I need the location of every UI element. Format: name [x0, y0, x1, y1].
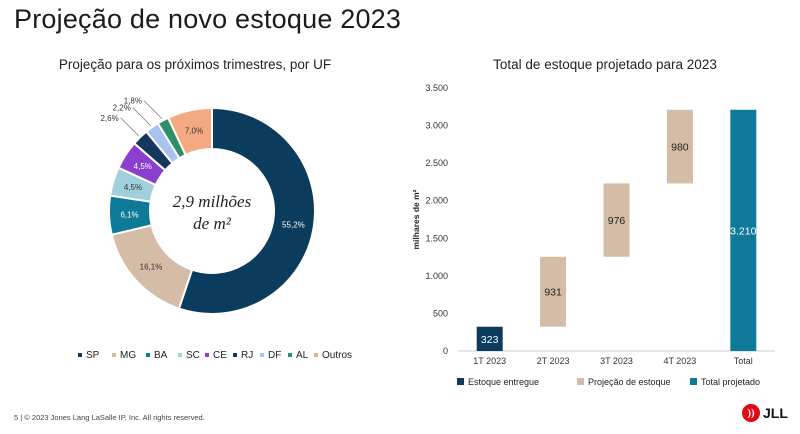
y-tick-label: 0 [443, 346, 448, 356]
donut-center-line1: 2,9 milhões [173, 192, 252, 211]
y-tick-label: 3.500 [425, 83, 448, 93]
bar-value-label: 931 [544, 287, 562, 299]
legend-label-mg: MG [120, 350, 136, 361]
legend-label-ce: CE [213, 350, 227, 361]
slice-label-outros: 7,0% [185, 126, 203, 135]
legend-label-sc: SC [186, 350, 200, 361]
slice-label-al: 1,8% [124, 97, 142, 106]
legend-label-ba: BA [154, 350, 168, 361]
legend-marker-sp [78, 353, 82, 357]
bar-value-label: 976 [608, 215, 626, 227]
slice-label-sp: 55,2% [282, 220, 305, 229]
legend-label-outros: Outros [322, 350, 352, 361]
legend-marker-sc [178, 353, 182, 357]
leader-line-df [133, 108, 151, 126]
y-tick-label: 1.000 [425, 271, 448, 281]
legend-marker-projection [577, 378, 584, 385]
slice-label-rj: 2,6% [100, 114, 118, 123]
jll-logo-text: JLL [763, 405, 788, 421]
slice-label-mg: 16,1% [140, 263, 163, 272]
legend-label-df: DF [268, 350, 281, 361]
donut-center-line2: de m² [193, 214, 232, 233]
leader-line-rj [121, 118, 139, 136]
legend-label-rj: RJ [241, 350, 253, 361]
x-tick-label: 1T 2023 [473, 356, 506, 366]
slice-label-sc: 4,5% [124, 183, 142, 192]
x-tick-label: 3T 2023 [600, 356, 633, 366]
x-tick-label: 4T 2023 [663, 356, 696, 366]
legend-marker-delivered [457, 378, 464, 385]
legend-label-total: Total projetado [701, 377, 760, 387]
y-tick-label: 500 [433, 308, 448, 318]
legend-marker-df [260, 353, 264, 357]
legend-marker-al [288, 353, 292, 357]
y-axis-label: milhares de m² [411, 189, 421, 249]
bar-value-label: 3.210 [730, 225, 756, 237]
legend-marker-ce [205, 353, 209, 357]
legend-marker-outros [314, 353, 318, 357]
y-tick-label: 1.500 [425, 233, 448, 243]
x-tick-label: 2T 2023 [537, 356, 570, 366]
legend-marker-ba [146, 353, 150, 357]
legend-label-sp: SP [86, 350, 100, 361]
slice-label-ce: 4,5% [134, 162, 152, 171]
bar-value-label: 323 [481, 334, 499, 346]
legend-marker-mg [112, 353, 116, 357]
legend-marker-rj [233, 353, 237, 357]
jll-logo: )) JLL [742, 404, 788, 422]
footer-copyright: 5 | © 2023 Jones Lang LaSalle IP, Inc. A… [14, 413, 205, 422]
legend-marker-total [690, 378, 697, 385]
y-tick-label: 2.500 [425, 158, 448, 168]
legend-label-al: AL [296, 350, 309, 361]
legend-label-projection: Projeção de estoque [588, 377, 671, 387]
jll-logo-icon: )) [742, 404, 760, 422]
y-tick-label: 3.000 [425, 121, 448, 131]
leader-line-al [144, 101, 162, 119]
bar-value-label: 980 [671, 142, 689, 154]
slice-label-ba: 6,1% [120, 210, 138, 219]
legend-label-delivered: Estoque entregue [468, 377, 539, 387]
x-tick-label: Total [734, 356, 753, 366]
y-tick-label: 2.000 [425, 196, 448, 206]
